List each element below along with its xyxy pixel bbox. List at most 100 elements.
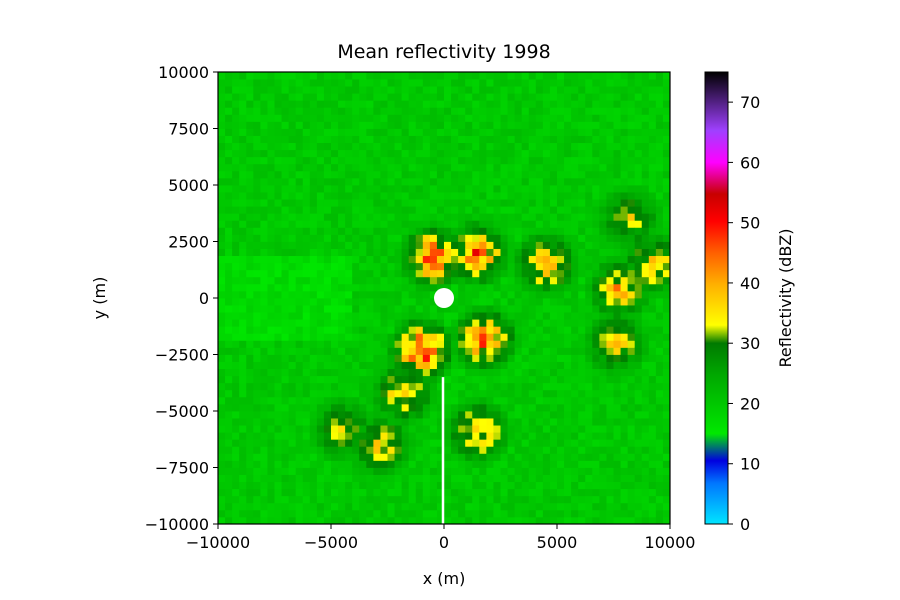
heatmap-cell <box>373 411 381 419</box>
heatmap-cell <box>521 114 530 122</box>
heatmap-cell <box>549 199 558 207</box>
heatmap-cell <box>634 142 643 151</box>
heatmap-cell <box>507 474 516 483</box>
heatmap-cell <box>564 269 572 278</box>
heatmap-cell <box>323 199 332 207</box>
heatmap-cell <box>323 269 332 278</box>
heatmap-cell <box>380 396 388 405</box>
heatmap-cell <box>549 276 558 285</box>
heatmap-cell <box>422 156 431 165</box>
heatmap-cell <box>479 135 487 144</box>
heatmap-cell <box>422 305 431 313</box>
heatmap-cell <box>627 93 636 101</box>
heatmap-cell <box>557 312 565 320</box>
heatmap-cell <box>627 283 636 292</box>
heatmap-cell <box>514 375 523 384</box>
heatmap-cell <box>295 347 304 355</box>
heatmap-cell <box>366 290 374 299</box>
heatmap-cell <box>408 488 417 497</box>
heatmap-cell <box>239 446 247 454</box>
heatmap-cell <box>521 135 530 144</box>
heatmap-cell <box>246 262 254 271</box>
heatmap-cell <box>436 425 445 433</box>
heatmap-cell <box>451 411 459 419</box>
heatmap-cell <box>557 481 565 490</box>
heatmap-cell <box>408 156 417 165</box>
heatmap-cell <box>458 403 466 412</box>
heatmap-cell <box>613 128 621 136</box>
heatmap-cell <box>655 305 664 313</box>
heatmap-cell <box>338 375 346 384</box>
heatmap-cell <box>472 177 480 186</box>
heatmap-cell <box>429 361 438 370</box>
heatmap-cell <box>359 276 367 285</box>
heatmap-cell <box>514 220 523 228</box>
heatmap-cell <box>352 170 360 179</box>
heatmap-cell <box>599 396 607 405</box>
heatmap-cell <box>521 163 530 172</box>
heatmap-cell <box>606 135 614 144</box>
heatmap-cell <box>295 509 304 518</box>
heatmap-cell <box>458 312 466 320</box>
heatmap-cell <box>662 467 670 475</box>
heatmap-cell <box>634 326 643 334</box>
heatmap-cell <box>232 220 240 228</box>
heatmap-cell <box>472 509 480 518</box>
heatmap-cell <box>239 290 247 299</box>
heatmap-cell <box>599 213 607 221</box>
heatmap-cell <box>387 354 395 362</box>
heatmap-cell <box>366 312 374 320</box>
heatmap-cell <box>359 93 367 101</box>
heatmap-cell <box>260 516 268 524</box>
heatmap-cell <box>500 467 508 475</box>
heatmap-cell <box>359 86 367 94</box>
heatmap-cell <box>585 347 593 355</box>
heatmap-cell <box>528 347 537 355</box>
heatmap-cell <box>648 495 657 504</box>
heatmap-cell <box>387 72 395 80</box>
heatmap-cell <box>514 354 523 362</box>
heatmap-cell <box>655 460 664 468</box>
heatmap-cell <box>542 121 551 129</box>
heatmap-cell <box>323 135 332 144</box>
heatmap-cell <box>225 509 233 518</box>
heatmap-cell <box>352 368 360 377</box>
heatmap-cell <box>225 488 233 497</box>
heatmap-cell <box>662 213 670 221</box>
heatmap-cell <box>239 262 247 271</box>
heatmap-cell <box>479 163 487 172</box>
heatmap-cell <box>571 149 579 158</box>
heatmap-cell <box>486 234 494 242</box>
heatmap-cell <box>634 411 643 419</box>
heatmap-cell <box>528 107 537 115</box>
heatmap-cell <box>479 368 487 377</box>
heatmap-cell <box>246 276 254 285</box>
heatmap-cell <box>641 333 650 341</box>
heatmap-cell <box>535 312 544 320</box>
heatmap-cell <box>218 319 226 327</box>
heatmap-cell <box>422 389 431 398</box>
heatmap-cell <box>401 192 410 200</box>
heatmap-cell <box>422 411 431 419</box>
heatmap-cell <box>479 319 487 327</box>
heatmap-cell <box>514 432 523 440</box>
heatmap-cell <box>613 509 621 518</box>
heatmap-cell <box>613 340 621 348</box>
heatmap-cell <box>528 333 537 341</box>
heatmap-cell <box>352 305 360 313</box>
heatmap-cell <box>472 72 480 80</box>
heatmap-cell <box>302 495 311 504</box>
heatmap-cell <box>571 142 579 151</box>
heatmap-cell <box>528 502 537 511</box>
heatmap-cell <box>359 425 367 433</box>
heatmap-cell <box>528 234 537 242</box>
heatmap-cell <box>571 340 579 348</box>
heatmap-cell <box>331 170 339 179</box>
heatmap-cell <box>606 163 614 172</box>
heatmap-cell <box>232 262 240 271</box>
colorbar <box>705 72 728 524</box>
heatmap-cell <box>662 411 670 419</box>
heatmap-cell <box>648 319 657 327</box>
heatmap-cell <box>309 389 318 398</box>
heatmap-cell <box>288 227 297 235</box>
